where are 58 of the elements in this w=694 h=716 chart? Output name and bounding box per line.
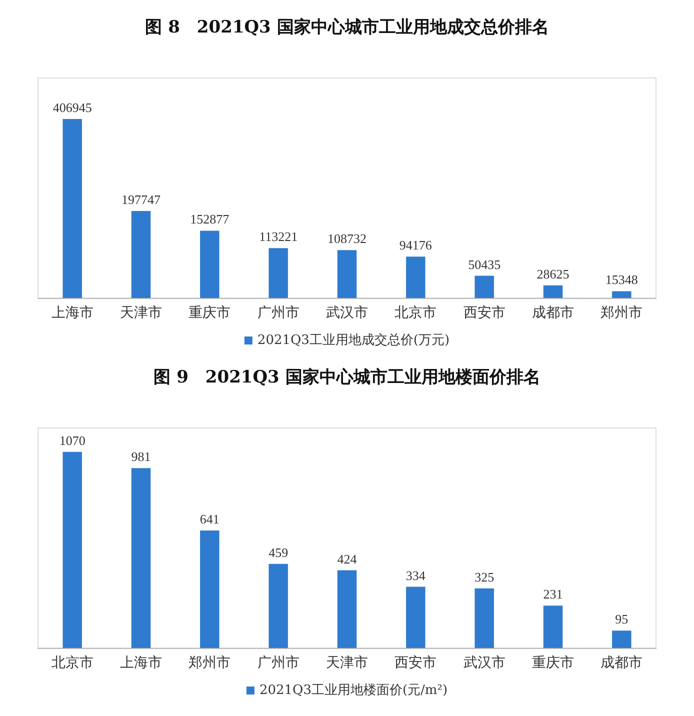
- data-label: 113221: [259, 229, 298, 244]
- bar: [62, 118, 82, 298]
- data-label: 325: [474, 569, 494, 584]
- bar: [543, 285, 563, 298]
- chart-title: 图 8 2021Q3 国家中心城市工业用地成交总价排名: [145, 18, 549, 38]
- x-tick-label: 武汉市: [326, 305, 368, 321]
- data-label: 641: [200, 511, 220, 526]
- bar: [474, 276, 494, 298]
- bar: [337, 570, 357, 648]
- x-tick-label: 武汉市: [463, 655, 506, 671]
- legend-label: 2021Q3工业用地楼面价(元/m²): [259, 683, 448, 698]
- x-tick-label: 天津市: [326, 655, 368, 671]
- data-label: 334: [406, 568, 426, 583]
- bar: [268, 248, 288, 298]
- x-tick-label: 重庆市: [188, 305, 231, 321]
- data-label: 94176: [399, 238, 432, 253]
- bar: [406, 256, 426, 298]
- data-label: 231: [543, 586, 563, 602]
- bar: [612, 291, 632, 298]
- data-label: 15348: [605, 272, 638, 288]
- data-label: 459: [268, 544, 288, 560]
- x-tick-label: 西安市: [394, 655, 437, 671]
- x-tick-label: 北京市: [394, 305, 437, 321]
- bar: [406, 586, 426, 648]
- bar: [543, 606, 563, 648]
- bar: [268, 564, 288, 648]
- bar: [131, 210, 151, 298]
- data-label: 108732: [328, 231, 366, 246]
- bar: [200, 530, 220, 648]
- x-tick-label: 西安市: [463, 305, 506, 321]
- x-tick-label: 广州市: [257, 655, 300, 671]
- data-label: 152877: [190, 212, 230, 227]
- x-tick-label: 上海市: [120, 655, 162, 671]
- bar: [200, 230, 220, 298]
- data-label: 28625: [536, 266, 570, 282]
- data-label: 1070: [59, 432, 86, 448]
- bar: [612, 630, 632, 648]
- x-tick-label: 天津市: [120, 305, 162, 321]
- x-tick-label: 重庆市: [532, 655, 574, 671]
- x-tick-label: 郑州市: [600, 305, 643, 321]
- chart-title: 图 9 2021Q3 国家中心城市工业用地楼面价排名: [154, 368, 540, 388]
- x-tick-label: 北京市: [51, 655, 94, 671]
- x-tick-label: 成都市: [600, 655, 643, 671]
- x-tick-label: 上海市: [51, 305, 94, 321]
- bar: [62, 452, 82, 648]
- data-label: 981: [131, 449, 151, 464]
- x-tick-label: 郑州市: [188, 655, 231, 671]
- data-label: 424: [337, 551, 358, 566]
- bar: [131, 468, 151, 648]
- data-label: 50435: [468, 256, 501, 272]
- x-tick-label: 成都市: [532, 305, 574, 321]
- data-label: 197747: [122, 192, 161, 207]
- data-label: 95: [615, 612, 628, 627]
- legend-label: 2021Q3工业用地成交总价(万元): [257, 332, 450, 348]
- x-tick-label: 广州市: [257, 305, 300, 321]
- data-label: 406945: [52, 100, 92, 115]
- bar: [337, 250, 357, 298]
- bar: [474, 588, 494, 648]
